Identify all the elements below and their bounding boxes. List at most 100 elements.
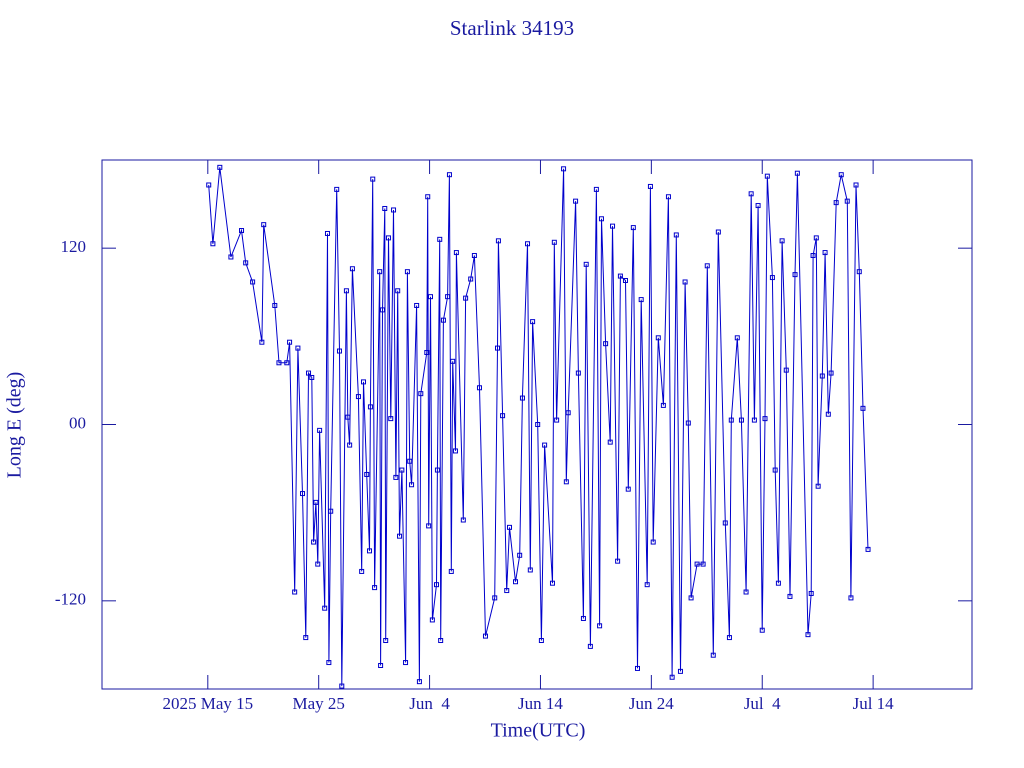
data-point <box>313 499 319 505</box>
data-point <box>563 479 569 485</box>
data-point <box>284 360 290 366</box>
data-point <box>734 335 740 341</box>
data-point <box>710 652 716 658</box>
data-point <box>638 297 644 303</box>
data-point <box>367 404 373 410</box>
data-point <box>738 417 744 423</box>
data-point <box>259 339 265 345</box>
data-point <box>828 370 834 376</box>
x-tick-label: Jun 24 <box>629 694 674 713</box>
data-point <box>607 439 613 445</box>
data-point <box>647 183 653 189</box>
x-tick-label: May 25 <box>292 694 344 713</box>
data-point <box>669 674 675 680</box>
data-point <box>769 275 775 281</box>
data-point <box>339 683 345 689</box>
data-point <box>825 411 831 417</box>
data-point <box>794 170 800 176</box>
data-point <box>372 585 378 591</box>
data-point <box>347 442 353 448</box>
data-point <box>492 595 498 601</box>
data-point <box>688 595 694 601</box>
data-point <box>535 422 541 427</box>
data-point <box>772 467 778 473</box>
data-point <box>468 276 474 282</box>
data-point <box>542 442 548 448</box>
data-point <box>655 335 661 341</box>
data-point <box>615 558 621 564</box>
chart-title: Starlink 34193 <box>450 16 574 40</box>
data-point <box>388 416 394 422</box>
data-point <box>833 200 839 206</box>
data-point <box>660 402 666 408</box>
data-point <box>682 279 688 285</box>
data-point <box>407 458 413 464</box>
data-point <box>575 370 581 376</box>
data-point <box>453 250 459 256</box>
data-point <box>336 348 342 354</box>
x-axis-label: Time(UTC) <box>491 720 586 742</box>
y-axis-label: Long E (deg) <box>4 372 26 479</box>
data-point <box>403 660 409 666</box>
data-point <box>726 635 732 641</box>
data-point <box>622 277 628 283</box>
data-point <box>598 216 604 222</box>
data-point <box>519 395 525 401</box>
data-point <box>322 605 328 611</box>
data-point <box>450 358 456 364</box>
x-tick-label: Jul 4 <box>744 694 781 713</box>
data-point <box>382 205 388 211</box>
data-point <box>300 491 306 497</box>
data-point <box>865 546 871 552</box>
data-point <box>500 413 506 419</box>
data-point <box>424 349 430 355</box>
data-point <box>495 238 501 244</box>
data-point <box>617 273 623 279</box>
data-point <box>416 679 422 685</box>
data-point <box>345 414 351 420</box>
data-point <box>206 182 212 188</box>
data-point <box>452 448 458 454</box>
data-point <box>306 370 312 376</box>
data-point <box>429 617 435 623</box>
data-point <box>395 288 401 294</box>
data-point <box>673 232 679 238</box>
data-point <box>391 207 397 213</box>
data-point <box>561 166 567 172</box>
data-point <box>728 417 734 423</box>
data-point <box>748 191 754 197</box>
data-point <box>239 228 245 234</box>
data-point <box>587 643 593 649</box>
data-point <box>677 668 683 674</box>
data-point <box>694 561 700 567</box>
data-point <box>494 345 500 351</box>
data-point <box>593 186 599 192</box>
data-point <box>476 385 482 391</box>
data-point <box>349 266 355 272</box>
y-tick-label: 00 <box>69 413 86 432</box>
data-point <box>722 520 728 526</box>
plot-frame <box>101 159 973 690</box>
data-point <box>315 561 321 567</box>
data-point <box>573 198 579 204</box>
data-point <box>650 539 656 545</box>
data-point <box>379 307 385 313</box>
data-point <box>530 319 536 325</box>
data-point <box>764 173 770 179</box>
data-point <box>838 172 844 178</box>
data-point <box>414 302 420 308</box>
data-point <box>525 241 531 247</box>
data-point <box>393 474 399 480</box>
data-point <box>276 360 282 366</box>
x-tick-label: Jun 4 <box>409 694 450 713</box>
data-point <box>704 263 710 269</box>
data-point <box>399 467 405 473</box>
data-point <box>597 623 603 629</box>
data-point <box>364 471 370 477</box>
data-point <box>383 638 389 644</box>
data-point <box>783 367 789 373</box>
data-point <box>428 294 434 300</box>
data-point <box>844 198 850 204</box>
data-point <box>665 194 671 200</box>
